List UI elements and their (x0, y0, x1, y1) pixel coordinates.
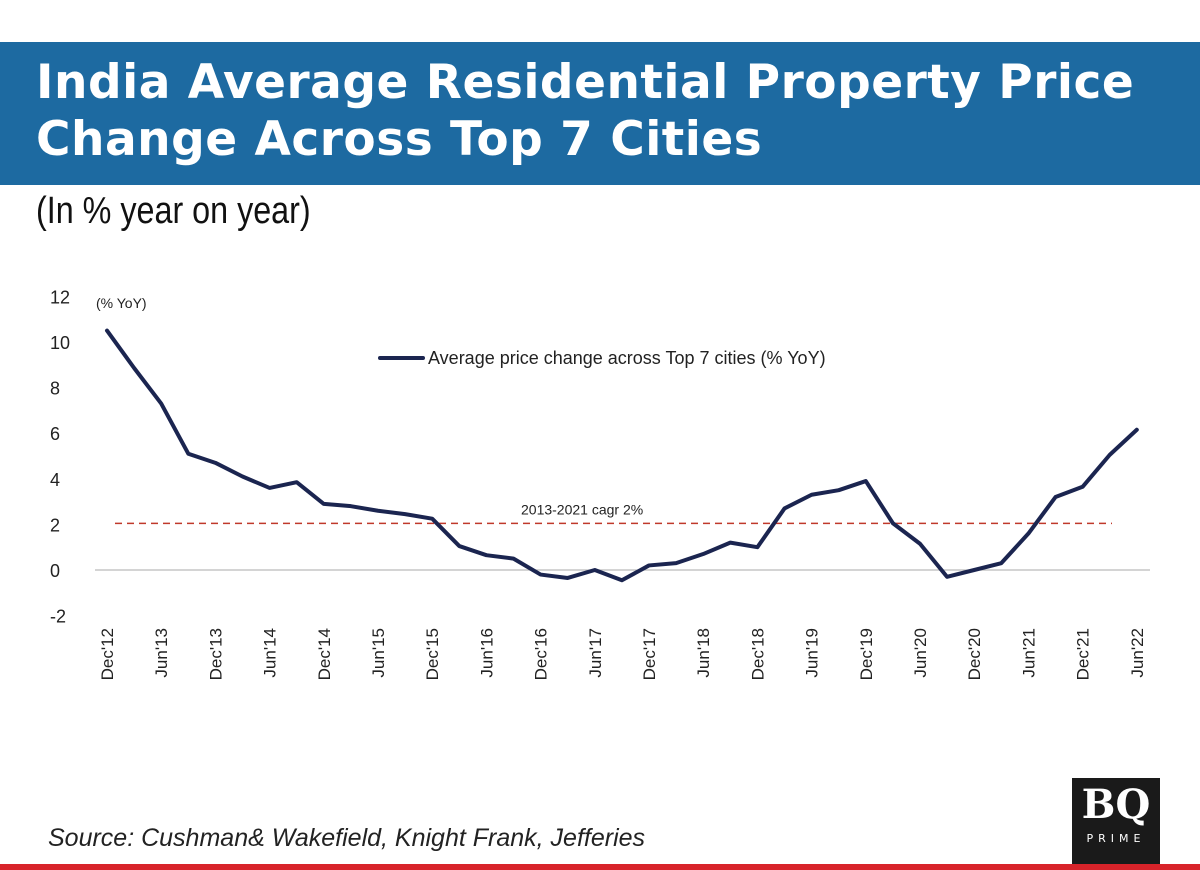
x-tick-label: Jun'22 (1128, 628, 1147, 678)
title-banner: India Average Residential Property Price… (0, 42, 1200, 185)
title-line-1: India Average Residential Property Price (36, 55, 1135, 110)
x-tick-label: Dec'16 (532, 628, 551, 680)
x-tick-label: Dec'19 (857, 628, 876, 680)
x-tick-label: Jun'16 (477, 628, 496, 678)
logo-subtext: PRIME (1086, 832, 1146, 845)
x-tick-label: Jun'13 (152, 628, 171, 678)
x-tick-label: Jun'21 (1019, 628, 1038, 678)
y-tick-label: 6 (50, 424, 60, 444)
source-note: Source: Cushman& Wakefield, Knight Frank… (48, 824, 646, 852)
page-title: India Average Residential Property Price… (36, 54, 1134, 168)
logo-text: BQ (1081, 781, 1151, 828)
x-tick-label: Jun'18 (694, 628, 713, 678)
y-tick-label: 4 (50, 470, 60, 490)
series-line (105, 328, 1139, 583)
title-line-2: Change Across Top 7 Cities (36, 112, 763, 167)
y-tick-label: 8 (50, 379, 60, 399)
x-tick-label: Dec'14 (315, 628, 334, 680)
x-tick-label: Dec'17 (640, 628, 659, 680)
x-tick-label: Dec'13 (206, 628, 225, 680)
x-tick-label: Jun'20 (911, 628, 930, 678)
x-tick-label: Dec'20 (965, 628, 984, 680)
x-tick-label: Jun'14 (261, 628, 280, 678)
bottom-accent-bar (0, 864, 1200, 870)
x-tick-label: Dec'18 (748, 628, 767, 680)
y-tick-label: 10 (50, 333, 70, 353)
x-tick-label: Jun'19 (803, 628, 822, 678)
x-tick-label: Jun'17 (586, 628, 605, 678)
cagr-reference-label: 2013-2021 cagr 2% (521, 501, 643, 517)
y-tick-label: 12 (50, 287, 70, 307)
y-tick-label: 0 (50, 561, 60, 581)
y-tick-label: -2 (50, 607, 66, 627)
x-tick-label: Dec'15 (423, 628, 442, 680)
x-tick-label: Dec'21 (1074, 628, 1093, 680)
subtitle: (In % year on year) (36, 190, 311, 232)
y-tick-label: 2 (50, 515, 60, 535)
y-axis-label: (% YoY) (96, 295, 147, 311)
x-tick-label: Jun'15 (369, 628, 388, 678)
x-tick-label: Dec'12 (98, 628, 117, 680)
legend-label: Average price change across Top 7 cities… (428, 348, 826, 368)
bq-prime-logo: BQ PRIME (1072, 778, 1160, 864)
